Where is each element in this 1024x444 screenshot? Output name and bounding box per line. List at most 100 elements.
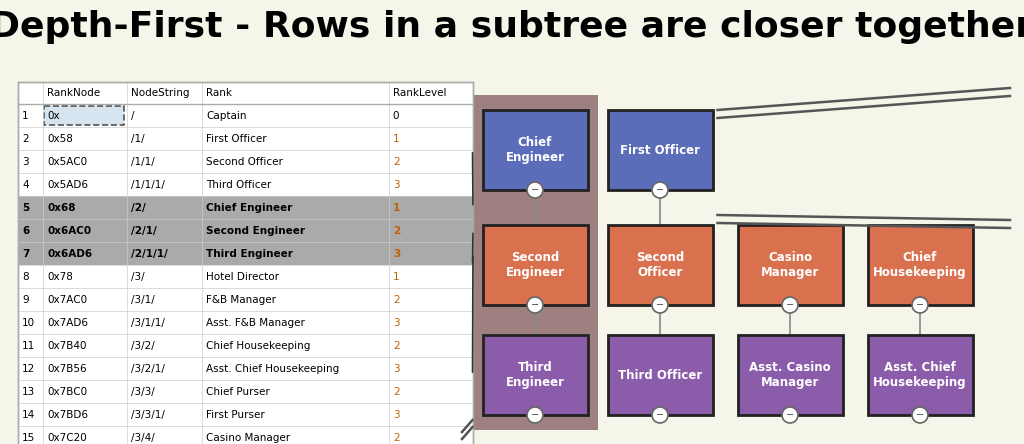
Text: Chief Housekeeping: Chief Housekeeping [206,341,310,350]
Text: 4: 4 [22,179,29,190]
Text: 3: 3 [393,364,399,373]
Text: 9: 9 [22,294,29,305]
FancyBboxPatch shape [737,335,843,415]
Text: 8: 8 [22,271,29,281]
Text: /3/1/: /3/1/ [131,294,155,305]
Text: −: − [786,410,794,420]
Text: Third
Engineer: Third Engineer [506,361,564,389]
Text: /: / [131,111,135,120]
Text: 1: 1 [22,111,29,120]
Text: −: − [786,300,794,310]
Text: 3: 3 [393,249,400,258]
Circle shape [652,407,668,423]
Circle shape [782,407,798,423]
Text: Second Engineer: Second Engineer [206,226,305,235]
Text: 0x78: 0x78 [47,271,73,281]
Text: Casino
Manager: Casino Manager [761,251,819,279]
Circle shape [782,297,798,313]
Text: 5: 5 [22,202,30,213]
Circle shape [527,182,543,198]
Text: 0x58: 0x58 [47,134,73,143]
Text: Third Officer: Third Officer [617,369,702,381]
Text: /1/1/1/: /1/1/1/ [131,179,165,190]
Text: 0x7BD6: 0x7BD6 [47,409,88,420]
Text: 0x6AC0: 0x6AC0 [47,226,91,235]
Text: /3/: /3/ [131,271,144,281]
Text: /3/2/: /3/2/ [131,341,155,350]
Text: Asst. F&B Manager: Asst. F&B Manager [206,317,305,328]
Text: 0x68: 0x68 [47,202,76,213]
Text: 3: 3 [22,156,29,166]
Circle shape [527,407,543,423]
Text: 2: 2 [393,156,399,166]
Text: 1: 1 [393,202,400,213]
Text: 0: 0 [393,111,399,120]
Text: 1: 1 [393,134,399,143]
FancyBboxPatch shape [18,82,473,444]
Text: −: − [530,300,539,310]
Text: 0x7C20: 0x7C20 [47,432,87,443]
FancyBboxPatch shape [737,225,843,305]
Circle shape [652,182,668,198]
FancyBboxPatch shape [18,196,473,219]
Text: 2: 2 [393,341,399,350]
FancyBboxPatch shape [867,335,973,415]
Text: 0x5AD6: 0x5AD6 [47,179,88,190]
Text: −: − [530,185,539,195]
Text: 2: 2 [393,386,399,396]
Text: −: − [530,410,539,420]
Text: Chief
Housekeeping: Chief Housekeeping [873,251,967,279]
Text: First Officer: First Officer [620,143,700,156]
Text: 2: 2 [393,226,400,235]
FancyBboxPatch shape [607,110,713,190]
Text: −: − [656,410,664,420]
Text: Chief
Engineer: Chief Engineer [506,136,564,164]
Text: 0x: 0x [47,111,59,120]
Text: −: − [656,185,664,195]
Text: /2/: /2/ [131,202,146,213]
Text: 7: 7 [22,249,30,258]
Text: 12: 12 [22,364,35,373]
Text: Asst. Chief Housekeeping: Asst. Chief Housekeeping [206,364,340,373]
Text: /3/1/1/: /3/1/1/ [131,317,165,328]
Text: 0x7AC0: 0x7AC0 [47,294,87,305]
FancyBboxPatch shape [472,95,597,430]
Text: RankLevel: RankLevel [393,88,446,98]
Text: 0x6AD6: 0x6AD6 [47,249,92,258]
Text: /3/3/1/: /3/3/1/ [131,409,165,420]
Text: 3: 3 [393,409,399,420]
Text: Asst. Casino
Manager: Asst. Casino Manager [750,361,830,389]
Text: 14: 14 [22,409,35,420]
Text: /3/3/: /3/3/ [131,386,155,396]
Text: First Officer: First Officer [206,134,267,143]
Text: Second
Officer: Second Officer [636,251,684,279]
Text: Captain: Captain [206,111,247,120]
Text: NodeString: NodeString [131,88,189,98]
Text: /1/1/: /1/1/ [131,156,155,166]
Text: RankNode: RankNode [47,88,100,98]
Text: 2: 2 [393,294,399,305]
Text: Third Engineer: Third Engineer [206,249,293,258]
Text: 1: 1 [393,271,399,281]
Text: Chief Engineer: Chief Engineer [206,202,293,213]
Text: −: − [915,300,924,310]
Text: 0x7B56: 0x7B56 [47,364,87,373]
Text: 0x7AD6: 0x7AD6 [47,317,88,328]
Text: −: − [656,300,664,310]
Text: /1/: /1/ [131,134,144,143]
FancyBboxPatch shape [18,219,473,242]
Text: 2: 2 [22,134,29,143]
Circle shape [527,297,543,313]
Circle shape [652,297,668,313]
Text: Casino Manager: Casino Manager [206,432,291,443]
Text: F&B Manager: F&B Manager [206,294,276,305]
Text: /2/1/: /2/1/ [131,226,157,235]
Text: Third Officer: Third Officer [206,179,271,190]
FancyBboxPatch shape [18,242,473,265]
Text: /3/2/1/: /3/2/1/ [131,364,165,373]
FancyBboxPatch shape [482,335,588,415]
Circle shape [912,297,928,313]
Text: Second Officer: Second Officer [206,156,284,166]
Circle shape [912,407,928,423]
FancyBboxPatch shape [607,225,713,305]
